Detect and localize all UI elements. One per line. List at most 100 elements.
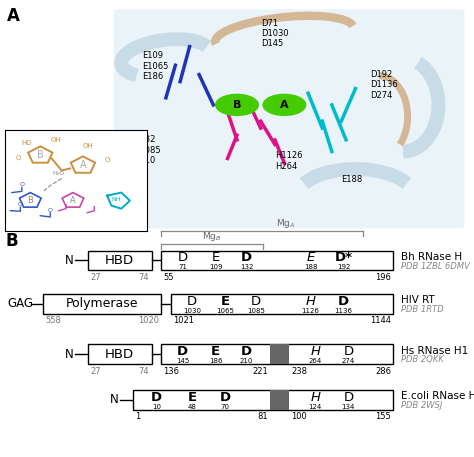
Text: B: B	[6, 232, 18, 250]
Text: 264: 264	[309, 358, 322, 364]
Text: 27: 27	[90, 273, 100, 282]
Text: PDB 2WSJ: PDB 2WSJ	[401, 401, 442, 410]
Text: 70: 70	[221, 404, 229, 410]
Text: D: D	[219, 391, 231, 404]
Circle shape	[216, 95, 258, 115]
Text: 1021: 1021	[173, 316, 194, 325]
Text: B: B	[27, 196, 33, 205]
Text: E: E	[187, 391, 197, 404]
Text: A: A	[80, 160, 86, 170]
Text: Hs RNase H1: Hs RNase H1	[401, 346, 468, 356]
Text: Mg$_B$: Mg$_B$	[202, 229, 222, 243]
Text: D: D	[187, 295, 197, 308]
Text: D: D	[241, 251, 252, 264]
Text: 1085: 1085	[247, 308, 265, 314]
Text: O: O	[48, 208, 53, 213]
Text: E: E	[211, 251, 220, 264]
Text: 132: 132	[240, 264, 253, 271]
Text: PDB 1ZBL 6DMV: PDB 1ZBL 6DMV	[401, 262, 469, 271]
Text: 221: 221	[252, 367, 268, 376]
Text: D: D	[151, 391, 162, 404]
Text: 109: 109	[209, 264, 222, 271]
Text: O: O	[16, 155, 21, 161]
Text: Bh RNase H: Bh RNase H	[401, 252, 462, 262]
Text: A: A	[7, 7, 20, 25]
Text: H: H	[310, 391, 320, 404]
Text: O: O	[104, 157, 109, 164]
FancyBboxPatch shape	[114, 9, 465, 228]
Text: 188: 188	[304, 264, 317, 271]
Text: 1126: 1126	[301, 308, 319, 314]
Text: 145: 145	[176, 358, 189, 364]
Text: D132
D1085
D210: D132 D1085 D210	[133, 135, 160, 165]
Bar	[43, 294, 161, 314]
Bar	[88, 251, 152, 270]
Text: H: H	[305, 295, 316, 308]
Text: 100: 100	[292, 412, 307, 421]
Text: PDB 2QKK: PDB 2QKK	[401, 356, 443, 364]
Text: E109
E1065
E186: E109 E1065 E186	[142, 51, 169, 81]
Text: D: D	[343, 345, 354, 358]
Text: E.coli RNase H: E.coli RNase H	[401, 392, 474, 401]
Text: 192: 192	[337, 264, 350, 271]
Text: 27: 27	[90, 367, 100, 376]
Text: 124: 124	[309, 404, 322, 410]
Bar	[161, 251, 393, 270]
Text: 74: 74	[139, 367, 149, 376]
Text: HBD: HBD	[105, 254, 134, 267]
Bar	[161, 345, 393, 364]
Text: A: A	[280, 100, 289, 110]
Text: 238: 238	[292, 367, 308, 376]
Text: 1136: 1136	[335, 308, 353, 314]
Text: D: D	[251, 295, 261, 308]
Text: 74: 74	[139, 273, 149, 282]
Text: E: E	[220, 295, 230, 308]
Text: D: D	[343, 391, 354, 404]
Text: N: N	[110, 393, 118, 406]
Text: N: N	[65, 348, 73, 361]
Text: HO: HO	[22, 140, 32, 146]
Text: 81: 81	[257, 412, 268, 421]
Text: D71
D1030
D145: D71 D1030 D145	[261, 19, 288, 48]
Text: B: B	[37, 150, 44, 160]
Text: D: D	[177, 251, 188, 264]
Text: OH: OH	[83, 143, 93, 149]
Text: PDB 1RTD: PDB 1RTD	[401, 305, 443, 314]
Text: GAG: GAG	[7, 298, 33, 310]
Text: 136: 136	[164, 367, 180, 376]
Text: 1030: 1030	[183, 308, 201, 314]
Text: HIV RT: HIV RT	[401, 296, 434, 305]
Text: Polymerase: Polymerase	[66, 298, 138, 310]
Text: 558: 558	[45, 316, 61, 325]
Text: 1065: 1065	[216, 308, 234, 314]
Text: OH: OH	[50, 137, 61, 143]
Text: D: D	[177, 345, 188, 358]
Text: 55: 55	[164, 273, 174, 282]
Text: B: B	[233, 100, 241, 110]
Bar	[171, 294, 393, 314]
Text: A: A	[70, 196, 76, 205]
Text: D: D	[241, 345, 252, 358]
Text: 286: 286	[375, 367, 391, 376]
Text: D*: D*	[335, 251, 353, 264]
Text: 186: 186	[209, 358, 222, 364]
Bar	[270, 390, 289, 409]
Text: 71: 71	[178, 264, 187, 271]
Text: 1144: 1144	[370, 316, 391, 325]
Text: 1: 1	[135, 412, 140, 421]
Text: H: H	[310, 345, 320, 358]
Text: D192
D1136
D274: D192 D1136 D274	[370, 70, 398, 100]
Bar	[270, 345, 289, 364]
Text: H₂O: H₂O	[53, 171, 65, 176]
Text: N: N	[65, 254, 73, 267]
Circle shape	[263, 95, 306, 115]
Text: HBD: HBD	[105, 348, 134, 361]
Text: O: O	[19, 182, 24, 187]
Text: 1020: 1020	[138, 316, 159, 325]
Text: 48: 48	[188, 404, 196, 410]
Text: O: O	[18, 202, 23, 207]
Text: NH: NH	[111, 197, 120, 202]
Text: 134: 134	[342, 404, 355, 410]
Text: 155: 155	[375, 412, 391, 421]
Text: Mg$_A$: Mg$_A$	[276, 217, 295, 230]
